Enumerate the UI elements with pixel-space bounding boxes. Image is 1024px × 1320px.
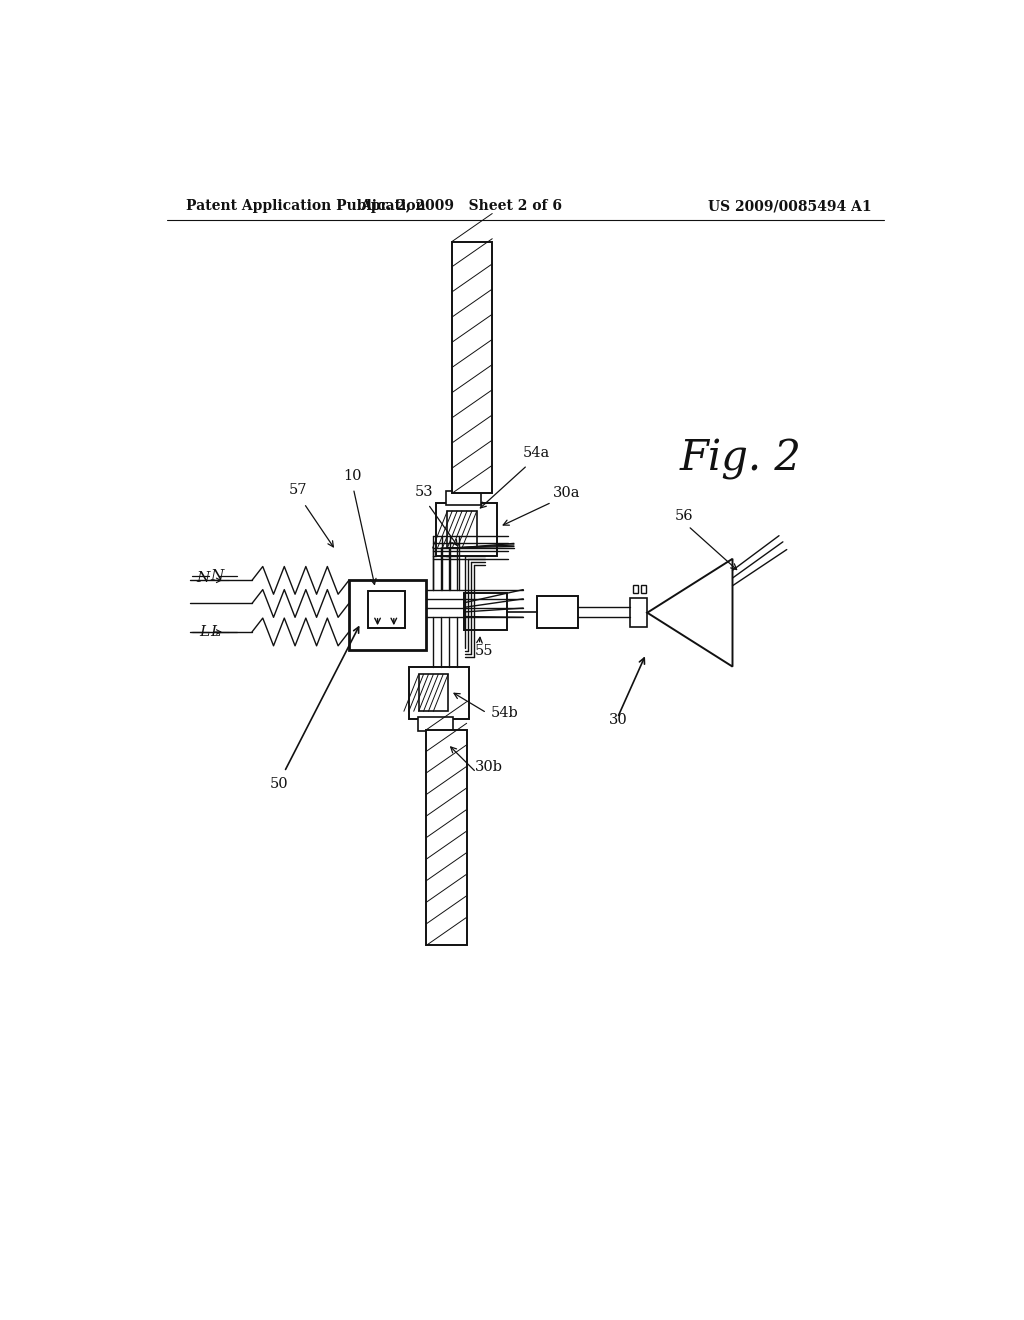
Bar xyxy=(418,718,453,731)
Text: Fig. 2: Fig. 2 xyxy=(679,438,801,479)
Text: Apr. 2, 2009   Sheet 2 of 6: Apr. 2, 2009 Sheet 2 of 6 xyxy=(360,199,562,213)
Bar xyxy=(464,594,507,631)
Text: 30: 30 xyxy=(608,714,628,727)
Bar xyxy=(641,585,646,593)
Text: US 2009/0085494 A1: US 2009/0085494 A1 xyxy=(709,199,872,213)
Text: N: N xyxy=(196,572,209,585)
Bar xyxy=(409,667,469,719)
Text: 53: 53 xyxy=(415,484,433,499)
Text: 57: 57 xyxy=(289,483,307,496)
Text: N: N xyxy=(210,569,223,582)
Text: 30b: 30b xyxy=(475,760,503,774)
Text: 54b: 54b xyxy=(490,706,518,719)
Text: 30a: 30a xyxy=(553,486,581,499)
Text: 56: 56 xyxy=(675,510,694,524)
Text: Patent Application Publication: Patent Application Publication xyxy=(186,199,426,213)
Bar xyxy=(445,491,480,506)
Bar xyxy=(426,730,467,945)
Text: L: L xyxy=(200,624,209,639)
Bar xyxy=(436,503,497,556)
Bar xyxy=(538,595,578,628)
Bar xyxy=(349,581,426,649)
Bar xyxy=(452,242,493,494)
Bar xyxy=(633,585,638,593)
Bar xyxy=(630,598,647,627)
Text: 50: 50 xyxy=(270,776,289,791)
Text: 54a: 54a xyxy=(523,446,551,461)
Bar xyxy=(447,511,477,548)
Text: L: L xyxy=(210,624,220,639)
Text: 55: 55 xyxy=(475,644,494,659)
Bar xyxy=(369,591,406,628)
Bar xyxy=(419,675,449,711)
Text: 10: 10 xyxy=(343,469,361,483)
